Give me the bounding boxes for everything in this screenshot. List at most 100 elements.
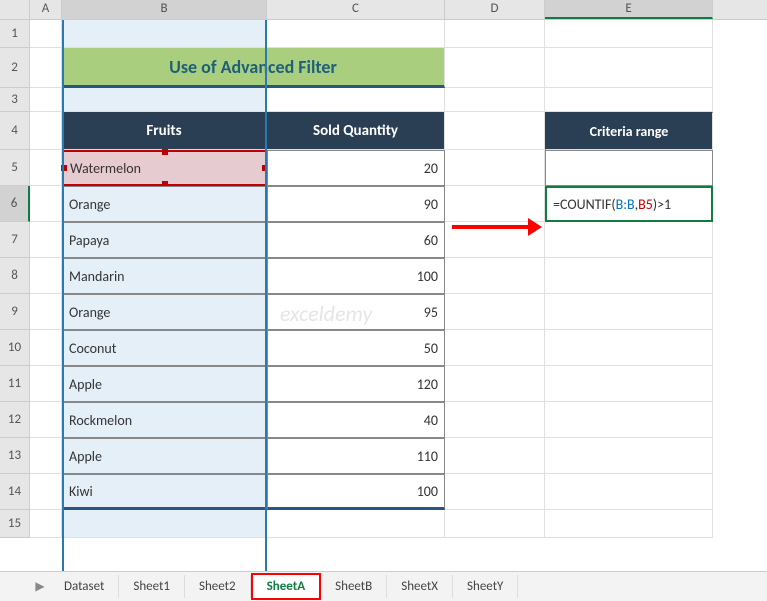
header-criteria[interactable]: Criteria range <box>545 112 713 150</box>
cell-C8[interactable]: 100 <box>267 258 445 294</box>
cell-D6[interactable] <box>445 186 545 222</box>
cell-A4[interactable] <box>30 112 62 150</box>
cell-A13[interactable] <box>30 438 62 474</box>
cell-B10[interactable]: Coconut <box>62 330 267 366</box>
cell-E13[interactable] <box>545 438 713 474</box>
tab-sheetB[interactable]: SheetB <box>321 575 387 598</box>
row-header-5[interactable]: 5 <box>0 150 30 186</box>
cell-E12[interactable] <box>545 402 713 438</box>
cell-D2[interactable] <box>445 48 545 88</box>
cell-A6[interactable] <box>30 186 62 222</box>
cell-B3[interactable] <box>62 88 267 112</box>
cell-B13[interactable]: Apple <box>62 438 267 474</box>
row-header-9[interactable]: 9 <box>0 294 30 330</box>
row-header-1[interactable]: 1 <box>0 20 30 48</box>
cell-D11[interactable] <box>445 366 545 402</box>
col-header-D[interactable]: D <box>445 0 545 19</box>
cell-C7[interactable]: 60 <box>267 222 445 258</box>
cell-E1[interactable] <box>545 20 713 48</box>
cell-E10[interactable] <box>545 330 713 366</box>
cell-B9[interactable]: Orange <box>62 294 267 330</box>
cell-D1[interactable] <box>445 20 545 48</box>
row-header-11[interactable]: 11 <box>0 366 30 402</box>
cell-C5[interactable]: 20 <box>267 150 445 186</box>
row-header-14[interactable]: 14 <box>0 474 30 510</box>
cell-A10[interactable] <box>30 330 62 366</box>
cell-B14[interactable]: Kiwi <box>62 474 267 510</box>
cell-A1[interactable] <box>30 20 62 48</box>
row-header-13[interactable]: 13 <box>0 438 30 474</box>
cell-E5-criteria-blank[interactable] <box>545 150 713 186</box>
row-header-4[interactable]: 4 <box>0 112 30 150</box>
cell-E8[interactable] <box>545 258 713 294</box>
cell-A15[interactable] <box>30 510 62 538</box>
cell-A2[interactable] <box>30 48 62 88</box>
cell-A11[interactable] <box>30 366 62 402</box>
col-header-A[interactable]: A <box>30 0 62 19</box>
cell-E2[interactable] <box>545 48 713 88</box>
cell-B5-watermelon[interactable]: Watermelon <box>62 150 267 186</box>
tab-sheetA[interactable]: SheetA <box>251 573 322 600</box>
cell-D13[interactable] <box>445 438 545 474</box>
cell-D4[interactable] <box>445 112 545 150</box>
cell-C6[interactable]: 90 <box>267 186 445 222</box>
row-header-12[interactable]: 12 <box>0 402 30 438</box>
row-header-6[interactable]: 6 <box>0 186 30 222</box>
cell-B11[interactable]: Apple <box>62 366 267 402</box>
row-header-8[interactable]: 8 <box>0 258 30 294</box>
cell-D5[interactable] <box>445 150 545 186</box>
col-header-B[interactable]: B <box>62 0 267 19</box>
cell-D15[interactable] <box>445 510 545 538</box>
row-header-10[interactable]: 10 <box>0 330 30 366</box>
cell-E7[interactable] <box>545 222 713 258</box>
cell-A9[interactable] <box>30 294 62 330</box>
cell-C15[interactable] <box>267 510 445 538</box>
cell-E6-formula[interactable]: =COUNTIF(B:B,B5)>1 <box>545 186 713 222</box>
cell-A14[interactable] <box>30 474 62 510</box>
cell-A7[interactable] <box>30 222 62 258</box>
row-header-3[interactable]: 3 <box>0 88 30 112</box>
cell-D10[interactable] <box>445 330 545 366</box>
cell-C14[interactable]: 100 <box>267 474 445 510</box>
cell-D3[interactable] <box>445 88 545 112</box>
tab-sheetX[interactable]: SheetX <box>387 575 453 598</box>
cell-A5[interactable] <box>30 150 62 186</box>
cell-C10[interactable]: 50 <box>267 330 445 366</box>
cell-E9[interactable] <box>545 294 713 330</box>
cell-C12[interactable]: 40 <box>267 402 445 438</box>
cell-D8[interactable] <box>445 258 545 294</box>
cell-A12[interactable] <box>30 402 62 438</box>
cell-C13[interactable]: 110 <box>267 438 445 474</box>
cell-A3[interactable] <box>30 88 62 112</box>
cell-A8[interactable] <box>30 258 62 294</box>
tab-sheetY[interactable]: SheetY <box>453 575 518 598</box>
tab-dataset[interactable]: Dataset <box>50 575 119 598</box>
title-cell[interactable]: Use of Advanced Filter <box>62 48 445 88</box>
tab-sheet1[interactable]: Sheet1 <box>119 575 185 598</box>
cell-B1[interactable] <box>62 20 267 48</box>
cell-D14[interactable] <box>445 474 545 510</box>
row-header-7[interactable]: 7 <box>0 222 30 258</box>
cell-E3[interactable] <box>545 88 713 112</box>
col-header-E[interactable]: E <box>545 0 713 19</box>
cell-E15[interactable] <box>545 510 713 538</box>
select-all-corner[interactable] <box>0 0 30 19</box>
cell-B15[interactable] <box>62 510 267 538</box>
cell-E14[interactable] <box>545 474 713 510</box>
row-header-15[interactable]: 15 <box>0 510 30 538</box>
tab-sheet2[interactable]: Sheet2 <box>185 575 251 598</box>
cell-D12[interactable] <box>445 402 545 438</box>
cell-B8[interactable]: Mandarin <box>62 258 267 294</box>
cell-B6[interactable]: Orange <box>62 186 267 222</box>
cell-C3[interactable] <box>267 88 445 112</box>
cell-C1[interactable] <box>267 20 445 48</box>
cell-C11[interactable]: 120 <box>267 366 445 402</box>
cell-B7[interactable]: Papaya <box>62 222 267 258</box>
row-header-2[interactable]: 2 <box>0 48 30 88</box>
cell-C9[interactable]: 95 <box>267 294 445 330</box>
cell-E11[interactable] <box>545 366 713 402</box>
cell-B12[interactable]: Rockmelon <box>62 402 267 438</box>
header-qty[interactable]: Sold Quantity <box>267 112 445 150</box>
tab-nav-icon[interactable]: ▶ <box>30 579 50 594</box>
header-fruits[interactable]: Fruits <box>62 112 267 150</box>
